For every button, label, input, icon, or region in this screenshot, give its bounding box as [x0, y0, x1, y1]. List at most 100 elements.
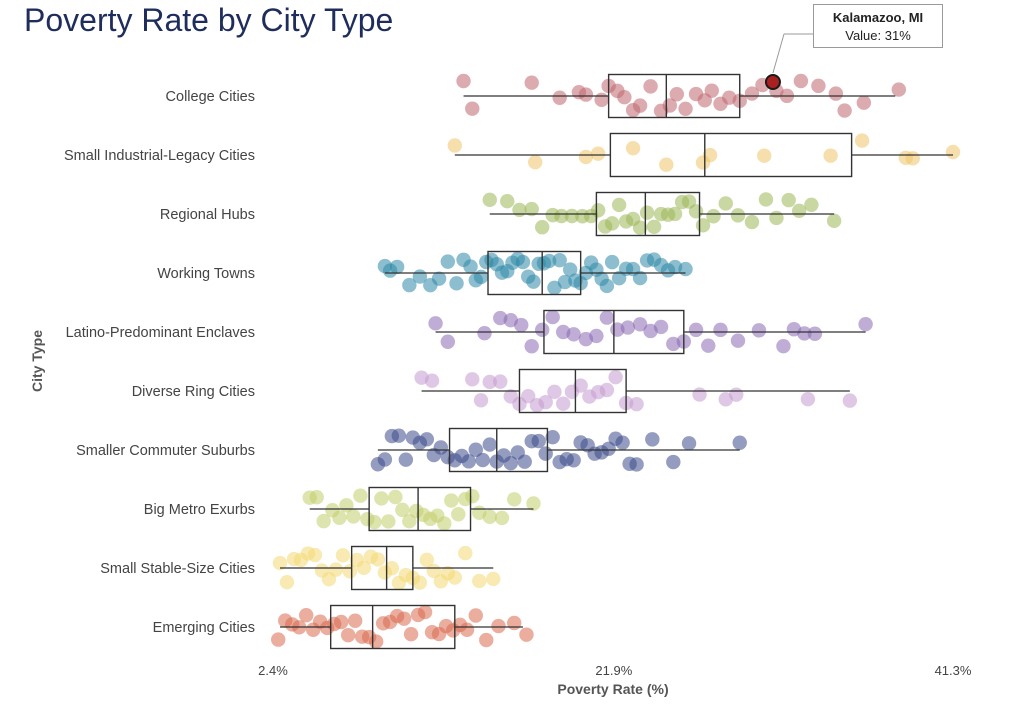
data-point[interactable]: [528, 155, 543, 170]
data-point[interactable]: [837, 103, 852, 118]
data-point[interactable]: [279, 574, 295, 590]
data-point[interactable]: [678, 101, 693, 117]
data-point[interactable]: [793, 73, 809, 89]
data-point[interactable]: [554, 208, 569, 224]
data-point[interactable]: [482, 509, 497, 524]
data-point[interactable]: [500, 194, 515, 209]
data-point[interactable]: [473, 269, 489, 285]
data-point[interactable]: [608, 369, 623, 385]
data-point[interactable]: [535, 220, 550, 235]
data-point[interactable]: [461, 454, 476, 469]
data-point[interactable]: [396, 611, 412, 626]
data-point[interactable]: [398, 452, 414, 467]
data-point[interactable]: [437, 516, 452, 531]
data-point[interactable]: [431, 271, 447, 286]
data-point[interactable]: [465, 372, 480, 387]
data-point[interactable]: [368, 634, 384, 649]
data-point[interactable]: [515, 254, 531, 270]
data-point[interactable]: [701, 338, 716, 353]
data-point[interactable]: [514, 317, 529, 333]
data-point[interactable]: [729, 387, 744, 402]
data-point[interactable]: [395, 502, 410, 518]
highlighted-data-point[interactable]: [764, 74, 781, 90]
data-point[interactable]: [370, 552, 386, 567]
data-point[interactable]: [905, 151, 920, 166]
data-point[interactable]: [732, 435, 747, 450]
data-point[interactable]: [447, 138, 462, 153]
data-point[interactable]: [524, 201, 539, 217]
data-point[interactable]: [521, 388, 536, 404]
data-point[interactable]: [706, 209, 721, 224]
data-point[interactable]: [632, 317, 648, 332]
data-point[interactable]: [517, 454, 532, 469]
data-point[interactable]: [531, 433, 546, 449]
data-point[interactable]: [688, 322, 704, 338]
data-point[interactable]: [389, 259, 405, 275]
data-point[interactable]: [611, 197, 627, 213]
data-point[interactable]: [473, 393, 489, 408]
data-point[interactable]: [449, 276, 464, 291]
iqr-box[interactable]: [329, 604, 456, 650]
data-point[interactable]: [757, 148, 772, 163]
data-point[interactable]: [526, 496, 541, 511]
data-point[interactable]: [346, 509, 361, 524]
data-point[interactable]: [617, 89, 632, 105]
data-point[interactable]: [524, 339, 539, 354]
data-point[interactable]: [856, 95, 872, 110]
data-point[interactable]: [328, 562, 344, 577]
data-point[interactable]: [512, 202, 527, 218]
data-point[interactable]: [524, 75, 539, 90]
data-point[interactable]: [632, 270, 648, 286]
data-point[interactable]: [482, 374, 497, 390]
data-point[interactable]: [604, 254, 620, 270]
data-point[interactable]: [374, 491, 389, 506]
data-point[interactable]: [615, 435, 630, 450]
data-point[interactable]: [519, 627, 534, 642]
data-point[interactable]: [564, 208, 580, 224]
data-point[interactable]: [730, 208, 746, 223]
data-point[interactable]: [535, 322, 550, 338]
data-point[interactable]: [702, 147, 718, 163]
data-point[interactable]: [557, 274, 573, 290]
data-point[interactable]: [811, 78, 826, 94]
data-point[interactable]: [463, 259, 478, 274]
data-point[interactable]: [744, 86, 760, 101]
data-point[interactable]: [639, 205, 655, 220]
data-point[interactable]: [347, 613, 363, 628]
data-point[interactable]: [381, 514, 396, 529]
iqr-box[interactable]: [350, 545, 414, 591]
data-point[interactable]: [730, 333, 746, 348]
data-point[interactable]: [625, 140, 641, 156]
data-point[interactable]: [503, 456, 518, 471]
data-point[interactable]: [590, 146, 606, 161]
data-point[interactable]: [426, 563, 442, 579]
data-point[interactable]: [797, 326, 812, 341]
data-point[interactable]: [541, 253, 557, 269]
data-point[interactable]: [444, 493, 459, 508]
data-point[interactable]: [678, 261, 693, 277]
data-point[interactable]: [479, 632, 494, 648]
data-point[interactable]: [632, 98, 648, 113]
data-point[interactable]: [388, 489, 403, 505]
data-point[interactable]: [704, 83, 719, 98]
data-point[interactable]: [459, 622, 475, 637]
data-point[interactable]: [599, 278, 615, 294]
data-point[interactable]: [692, 387, 707, 402]
data-point[interactable]: [791, 203, 807, 219]
data-point[interactable]: [412, 575, 428, 590]
data-point[interactable]: [718, 196, 733, 211]
data-point[interactable]: [828, 86, 844, 101]
data-point[interactable]: [493, 374, 508, 389]
iqr-box[interactable]: [487, 250, 582, 296]
data-point[interactable]: [804, 197, 819, 213]
data-point[interactable]: [769, 210, 784, 226]
iqr-box[interactable]: [518, 368, 627, 414]
data-point[interactable]: [465, 101, 480, 116]
data-point[interactable]: [271, 632, 286, 647]
data-point[interactable]: [751, 323, 767, 338]
data-point[interactable]: [384, 561, 400, 576]
data-point[interactable]: [475, 452, 490, 468]
data-point[interactable]: [340, 627, 356, 643]
data-point[interactable]: [468, 442, 483, 457]
data-point[interactable]: [332, 510, 347, 525]
